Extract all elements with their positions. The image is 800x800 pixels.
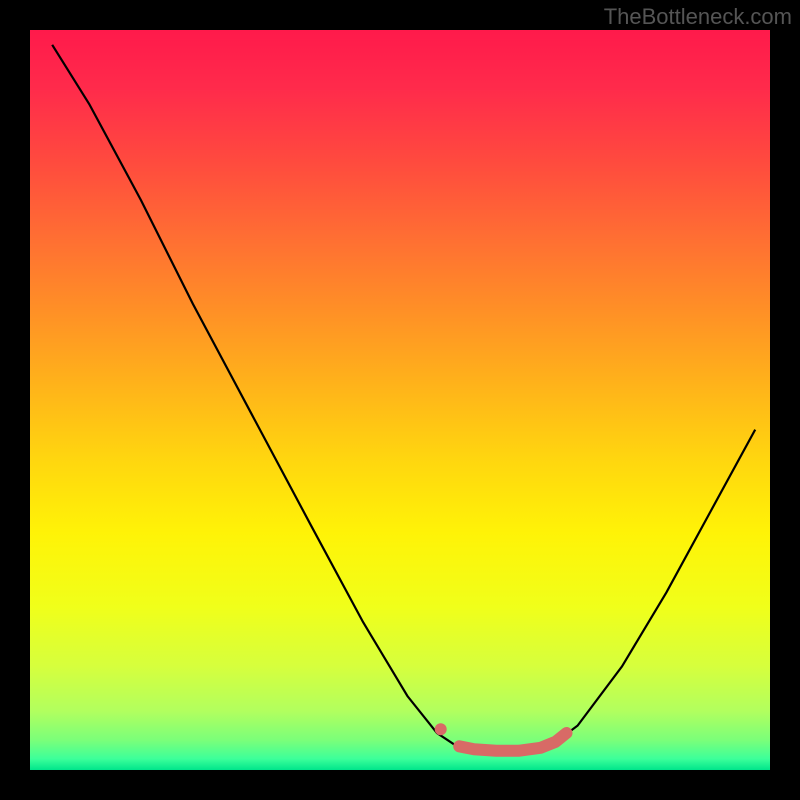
highlight-dot xyxy=(435,723,447,735)
watermark-text: TheBottleneck.com xyxy=(604,4,792,30)
plot-background xyxy=(30,30,770,770)
bottleneck-chart xyxy=(0,0,800,800)
